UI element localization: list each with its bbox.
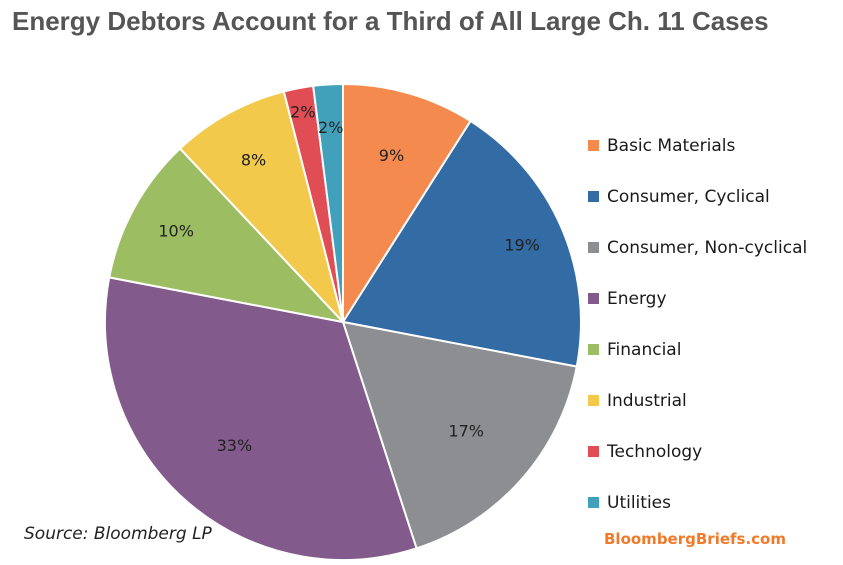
pie-slice-consumer-cyclical (341, 119, 582, 368)
legend-label: Basic Materials (607, 135, 736, 156)
slice-value-label: 2% (318, 118, 343, 137)
pie-slice-utilities (312, 82, 344, 323)
legend-item: Consumer, Non-cyclical (588, 222, 807, 273)
legend-swatch (588, 497, 599, 508)
legend-swatch (588, 140, 599, 151)
chart-legend: Basic Materials Consumer, Cyclical Consume… (588, 120, 807, 528)
legend-swatch (588, 395, 599, 406)
legend-label: Energy (607, 288, 667, 309)
slice-value-label: 33% (217, 436, 253, 455)
chart-title: Energy Debtors Account for a Third of Al… (12, 6, 769, 36)
legend-swatch (588, 446, 599, 457)
legend-label: Consumer, Cyclical (607, 186, 770, 207)
brand-link[interactable]: BloombergBriefs.com (604, 530, 786, 548)
pie-slice-financial (108, 147, 346, 324)
legend-item: Energy (588, 273, 807, 324)
legend-swatch (588, 293, 599, 304)
legend-label: Industrial (607, 390, 687, 411)
legend-label: Consumer, Non-cyclical (607, 237, 808, 258)
legend-label: Financial (607, 339, 682, 360)
slice-value-label: 10% (158, 221, 194, 240)
legend-label: Technology (607, 441, 703, 462)
legend-item: Utilities (588, 477, 807, 528)
slice-value-label: 9% (379, 146, 404, 165)
legend-swatch (588, 242, 599, 253)
legend-item: Basic Materials (588, 120, 807, 171)
legend-item: Consumer, Cyclical (588, 171, 807, 222)
legend-item: Financial (588, 324, 807, 375)
legend-item: Technology (588, 426, 807, 477)
slice-value-label: 17% (448, 422, 484, 441)
slice-value-label: 2% (290, 103, 315, 122)
legend-item: Industrial (588, 375, 807, 426)
legend-label: Utilities (607, 492, 671, 513)
pie-slice-consumer-non-cyclical (341, 320, 578, 550)
pie-slice-industrial (178, 90, 344, 323)
slice-value-label: 8% (241, 150, 266, 169)
slice-value-label: 19% (504, 235, 540, 254)
legend-swatch (588, 191, 599, 202)
legend-swatch (588, 344, 599, 355)
pie-slice-basic-materials (342, 82, 472, 326)
source-note: Source: Bloomberg LP (24, 524, 212, 544)
pie-slice-energy (104, 276, 418, 561)
